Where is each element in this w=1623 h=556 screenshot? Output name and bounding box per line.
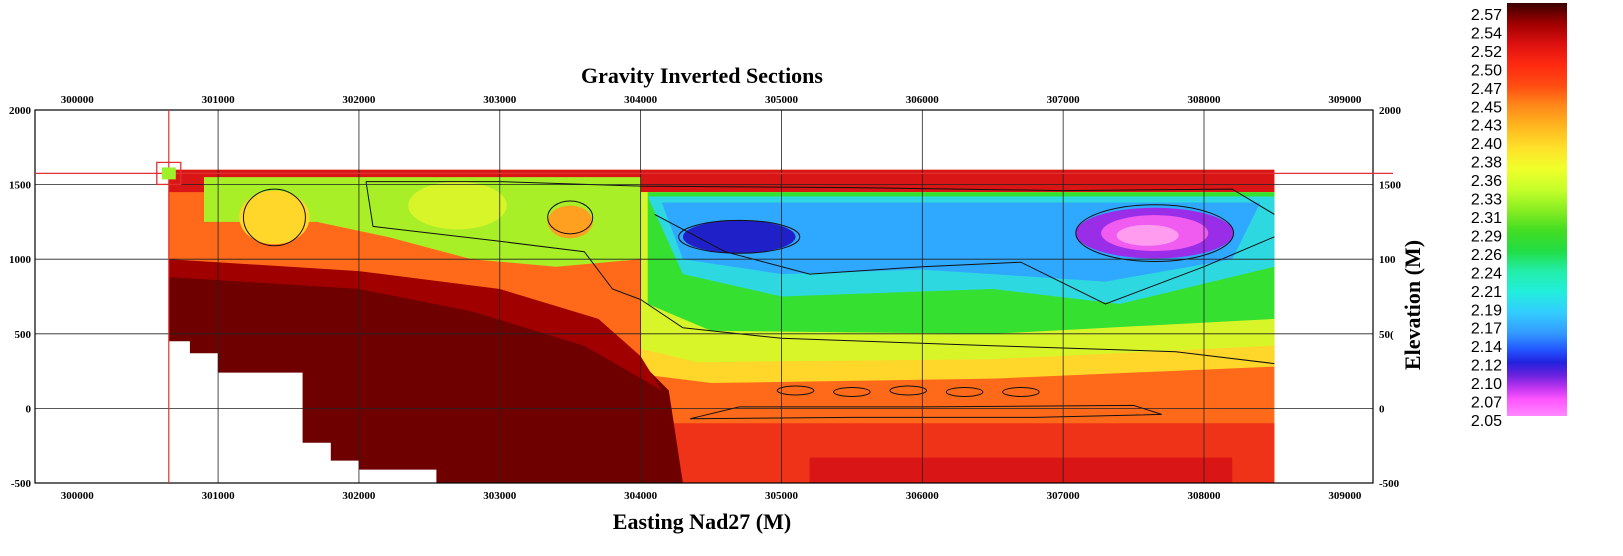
legend-label: 2.29 <box>1471 228 1502 245</box>
y-tick-label-left: -500 <box>11 478 32 490</box>
y-tick-label-left: 0 <box>26 403 32 415</box>
legend-label: 2.07 <box>1471 395 1502 412</box>
low-density-core-center <box>1116 224 1179 246</box>
y-tick-label-left: 500 <box>15 329 32 341</box>
x-tick-label-bottom: 303000 <box>483 490 517 502</box>
y-tick-label-right: 0 <box>1379 403 1385 415</box>
x-tick-label-bottom: 306000 <box>906 490 940 502</box>
colorbar <box>1507 3 1567 416</box>
legend-label: 2.47 <box>1471 81 1502 98</box>
legend-label: 2.57 <box>1471 7 1502 24</box>
legend-label: 2.21 <box>1471 284 1502 301</box>
chart-title: Gravity Inverted Sections <box>581 63 823 88</box>
y-tick-label-right: 1500 <box>1379 180 1402 192</box>
contour-bead-4 <box>945 387 984 397</box>
y-tick-label-left: 1500 <box>9 180 32 192</box>
legend-label: 2.31 <box>1471 210 1502 227</box>
x-tick-label-top: 304000 <box>624 94 658 106</box>
crosshair-marker <box>156 161 182 186</box>
x-tick-label-bottom: 308000 <box>1187 490 1221 502</box>
x-axis-label: Easting Nad27 (M) <box>613 509 791 534</box>
legend-label: 2.45 <box>1471 99 1502 116</box>
contour-south <box>640 299 1275 365</box>
x-tick-label-bottom: 307000 <box>1047 490 1081 502</box>
legend-label: 2.54 <box>1471 25 1502 42</box>
contour-bead-2 <box>833 387 871 397</box>
legend-label: 2.17 <box>1471 321 1502 338</box>
x-tick-label-bottom: 309000 <box>1328 490 1362 502</box>
plot-area: 300000 300000 301000 301000 302000 302000 3030… <box>9 94 1402 502</box>
y-tick-label-left: 2000 <box>9 105 32 117</box>
legend-label: 2.12 <box>1471 358 1502 375</box>
legend-label: 2.33 <box>1471 192 1502 209</box>
y-tick-label-right: 2000 <box>1379 105 1402 117</box>
contour-blue <box>654 213 1275 305</box>
contour-anomaly-west <box>678 219 801 254</box>
legend-label: 2.40 <box>1471 136 1502 153</box>
x-tick-label-bottom: 301000 <box>202 490 236 502</box>
x-tick-label-top: 302000 <box>342 94 376 106</box>
x-tick-label-top: 309000 <box>1328 94 1362 106</box>
west-pocket-3 <box>547 205 593 239</box>
legend-label: 2.26 <box>1471 247 1502 264</box>
x-tick-label-top: 301000 <box>202 94 236 106</box>
legend-label: 2.24 <box>1471 265 1502 282</box>
contour-bead-1 <box>776 385 815 396</box>
low-density-body-west <box>682 220 796 254</box>
legend-label: 2.10 <box>1471 376 1502 393</box>
contour-pocket-3 <box>547 200 594 235</box>
crosshair-marker-fill <box>161 167 176 180</box>
contour-bead-5 <box>1002 387 1040 397</box>
x-tick-label-bottom: 302000 <box>342 490 376 502</box>
contour-deep <box>689 404 1162 420</box>
y-tick-label-left: 1000 <box>9 254 32 266</box>
bottom-core <box>809 457 1233 483</box>
legend-label: 2.36 <box>1471 173 1502 190</box>
y-axis-label: Elevation (M) <box>1400 240 1425 370</box>
x-tick-label-bottom: 300000 <box>61 490 95 502</box>
legend-label: 2.14 <box>1471 339 1502 356</box>
color-legend: 2.572.54 2.522.50 2.472.45 2.432.40 2.382.36… <box>1471 3 1567 430</box>
y-tick-label-right: 100 <box>1379 254 1396 266</box>
contour-west <box>365 181 641 300</box>
legend-label: 2.05 <box>1471 413 1502 430</box>
legend-label: 2.52 <box>1471 44 1502 61</box>
x-tick-label-top: 305000 <box>765 94 799 106</box>
no-data-area <box>168 341 437 483</box>
plot-frame <box>34 109 1374 484</box>
legend-label: 2.19 <box>1471 302 1502 319</box>
x-tick-label-top: 300000 <box>61 94 95 106</box>
x-tick-label-bottom: 304000 <box>624 490 658 502</box>
legend-label: 2.43 <box>1471 118 1502 135</box>
legend-label: 2.38 <box>1471 155 1502 172</box>
y-tick-label-right: -500 <box>1379 478 1400 490</box>
x-tick-label-top: 306000 <box>906 94 940 106</box>
x-tick-label-top: 308000 <box>1187 94 1221 106</box>
west-pocket-1 <box>239 190 310 245</box>
contour-anomaly-east <box>1075 204 1235 262</box>
west-pocket-2 <box>408 181 507 230</box>
x-tick-label-top: 307000 <box>1047 94 1081 106</box>
contour-west-pocket <box>242 188 306 247</box>
contour-bead-3 <box>889 385 928 396</box>
x-tick-label-top: 303000 <box>483 94 517 106</box>
y-tick-label-right: 50( <box>1379 329 1394 341</box>
x-tick-label-bottom: 305000 <box>765 490 799 502</box>
legend-label: 2.50 <box>1471 62 1502 79</box>
